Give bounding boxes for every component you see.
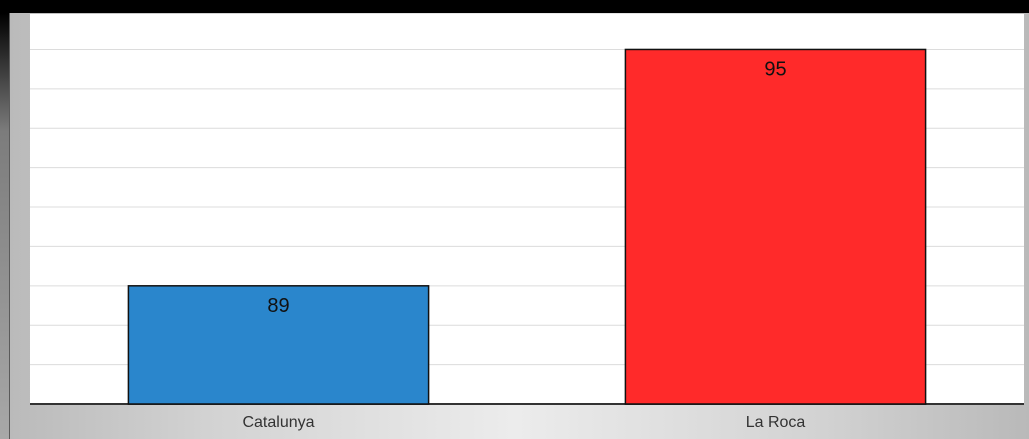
- bar-catalunya: [127, 285, 430, 405]
- bar-la-roca: [624, 48, 927, 405]
- x-tick-label: Catalunya: [242, 414, 314, 431]
- bars: [127, 48, 927, 405]
- x-tick-label: La Roca: [746, 414, 806, 431]
- top-dark-bar: [0, 0, 1029, 13]
- chart-frame: [9, 13, 1029, 439]
- data-labels: 89 95: [267, 58, 786, 316]
- left-dark-bar: [0, 0, 9, 439]
- data-label: 89: [267, 295, 289, 317]
- data-label: 95: [764, 58, 786, 80]
- x-tick-labels: Catalunya La Roca: [242, 414, 805, 431]
